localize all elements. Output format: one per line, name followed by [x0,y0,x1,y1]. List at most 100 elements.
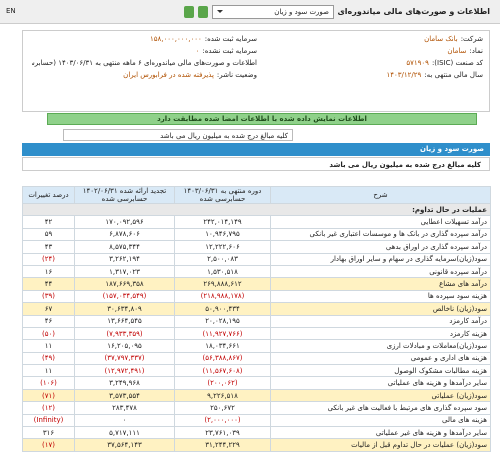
cell: (۴۹) [22,351,75,366]
language-toggle[interactable]: EN [6,7,16,15]
info-column: سرمایه ثبت شده:۱۵۸,۰۰۰,۰۰۰,۰۰۰ سرمایه ثبت… [32,35,257,83]
cell: ۲۴۲,۰۱۴,۱۴۹ [174,215,271,229]
cell: ۳۷,۵۶۴,۱۴۳ [74,438,175,452]
row-label: هزینه های اداری و عمومی [270,351,491,366]
row-label: سود(زیان) عملیاتی [270,388,491,403]
cell: ۰ [74,413,175,428]
cell: ۳۱,۲۴۴,۲۲۹ [174,438,271,452]
row-label: هزینه کارمزد [270,326,491,341]
cell: (۱۲) [22,401,75,415]
cell: ۳,۲۴۹,۹۶۸ [74,376,175,390]
table-row: سود(زیان) عملیاتی ۹,۲۲۶,۵۱۸ ۳,۵۷۳,۵۵۴ (۷۱) [22,388,491,403]
table-row: هزینه های مالی (۲,۰۰۰,۰۰۰) ۰ (Infinity) [22,413,491,428]
cell: (۷۱) [22,388,75,403]
match-notice: اطلاعات نمایش داده شده با اطلاعات امضا ش… [47,113,477,125]
field-value: ۱۴۰۳/۱۲/۲۹ [386,71,422,79]
row-label: سود(زیان) عملیات در حال تداوم قبل از مال… [270,438,491,452]
column-title: دوره منتهی به ۱۴۰۳/۰۶/۳۱ [183,187,262,196]
row-label: درآمد های مشاع [270,277,491,291]
row-label: درآمد تسهیلات اعطایی [270,215,491,229]
cell: (۳۹) [22,289,75,304]
row-label: درآمد سپرده گذاری در بانک ها و موسسات اع… [270,227,491,242]
cell: (۱۱,۹۲۷,۷۶۶) [174,326,271,341]
cell: ۹,۲۲۶,۵۱۸ [174,388,271,403]
column-header: شرح [270,186,491,204]
table-row: هزینه کارمزد (۱۱,۹۲۷,۷۶۶) (۷,۹۳۳,۳۵۹) (۵۰) [22,326,491,341]
column-header: تجدید ارائه شده ۱۴۰۲/۰۶/۳۱ حسابرسی شده [74,186,175,204]
cell: ۳۱۶ [22,426,75,440]
row-label: سایر درآمدها و هزینه های عملیاتی [270,376,491,390]
column-status: حسابرسی شده [101,195,148,203]
cell: ۲۶۹,۸۸۸,۶۱۲ [174,277,271,291]
cell: ۱۶ [22,264,75,279]
column-title: درصد تغییرات [28,191,69,199]
cell: ۱۱ [22,364,75,378]
column-title: تجدید ارائه شده ۱۴۰۲/۰۶/۳۱ [82,187,167,196]
info-field: کد صنعت (ISIC):۵۷۱۹۰۹ [258,59,483,71]
cell: ۱,۳۱۷,۰۲۳ [74,264,175,279]
cell: ۱۸,۰۳۴,۶۶۱ [174,339,271,353]
info-field: اطلاعات و صورت‌های مالی میاندوره‌ای ۶ ما… [32,59,257,71]
table-row: سایر درآمدها و هزینه های عملیاتی (۲۰۰,۰۶۲… [22,376,491,390]
table-row: هزینه سود سپرده ها (۲۱۸,۹۸۸,۱۷۸) (۱۵۷,۰۳۴,… [22,289,491,304]
info-field: نماد:سامان [258,47,483,59]
cell: ۳,۵۷۳,۵۵۴ [74,388,175,403]
cell: (۱۲,۹۷۲,۴۹۱) [74,364,175,378]
table-row: درآمد تسهیلات اعطایی ۲۴۲,۰۱۴,۱۴۹ ۱۷۰,۰۹۲,۵… [22,215,491,229]
table-row: هزینه مطالبات مشکوک الوصول (۱۱,۵۶۷,۶۰۸) (۱… [22,364,491,378]
field-label: سرمایه ثبت نشده: [202,47,257,55]
table-row: درآمد های مشاع ۲۶۹,۸۸۸,۶۱۲ ۱۸۷,۶۶۹,۳۵۸ ۴۴ [22,277,491,291]
info-field: وضعیت ناشر:پذیرفته شده در فرابورس ایران [32,71,257,83]
cell: ۴۲ [22,215,75,229]
cell: (۲۱۸,۹۸۸,۱۷۸) [174,289,271,304]
cell: (۲,۰۰۰,۰۰۰) [174,413,271,428]
table-row: درآمد سپرده گذاری در بانک ها و موسسات اع… [22,227,491,242]
cell: ۳,۲۶۲,۱۹۴ [74,252,175,266]
row-label: هزینه مطالبات مشکوک الوصول [270,364,491,378]
table-row: سود(زیان)معاملات و مبادلات ارزی ۱۸,۰۳۴,۶۶… [22,339,491,353]
cell: (۲۰۰,۰۶۲) [174,376,271,390]
info-field: سرمایه ثبت نشده:۰ [32,47,257,59]
cell: ۱۶,۲۰۵,۰۹۵ [74,339,175,353]
cell: ۵۰,۹۰۰,۴۳۴ [174,302,271,316]
cell: ۸,۵۷۵,۳۴۴ [74,240,175,254]
field-value: پذیرفته شده در فرابورس ایران [123,71,214,79]
cell: ۱۰,۹۴۶,۷۹۵ [174,227,271,242]
cell: (۱۵۷,۰۳۴,۵۴۹) [74,289,175,304]
cell: ۴۳ [22,240,75,254]
row-label: هزینه های مالی [270,413,491,428]
column-status: حسابرسی شده [199,195,246,203]
column-header: دوره منتهی به ۱۴۰۳/۰۶/۳۱ حسابرسی شده [174,186,271,204]
cell: ۱۸۷,۶۶۹,۳۵۸ [74,277,175,291]
cell: (۲۴) [22,252,75,266]
page-title: اطلاعات و صورت‌های مالی میاندوره‌ای [337,7,490,16]
row-label: هزینه سود سپرده ها [270,289,491,304]
field-value: ۱۵۸,۰۰۰,۰۰۰,۰۰۰ [149,35,202,43]
cell: (۵۰) [22,326,75,341]
field-value: ۵۷۱۹۰۹ [406,59,429,67]
info-field: سال مالی منتهی به:۱۴۰۳/۱۲/۲۹ [258,71,483,83]
field-label: سال مالی منتهی به: [424,71,483,79]
top-bar: EN صورت سود و زیان اطلاعات و صورت‌های ما… [0,0,500,24]
row-label: سود(زیان) ناخالص [270,302,491,316]
cell: ۱,۵۳۰,۵۱۸ [174,264,271,279]
company-info: شرکت:بانک سامان نماد:سامان کد صنعت (ISIC):… [22,30,490,141]
report-select[interactable]: صورت سود و زیان [212,5,334,19]
table-row: سود(زیان) عملیات در حال تداوم قبل از مال… [22,438,491,452]
table-row: سایر درآمدها و هزینه های غیر عملیاتی ۲۳,۷… [22,426,491,440]
table-row: هزینه های اداری و عمومی (۵۶,۳۸۸,۸۶۷) (۳۷,۷… [22,351,491,366]
cell: (۵۶,۳۸۸,۸۶۷) [174,351,271,366]
cell: ۱۳,۶۶۴,۵۴۵ [74,314,175,328]
cell: (۱۱,۵۶۷,۶۰۸) [174,364,271,378]
field-label: شرکت: [460,35,483,43]
table-row: درآمد کارمزد ۲۰,۰۲۸,۱۹۵ ۱۳,۶۶۴,۵۴۵ ۴۶ [22,314,491,328]
next-button[interactable] [198,6,208,18]
prev-button[interactable] [184,6,194,18]
row-label: درآمد سپرده قانونی [270,264,491,279]
cell: (۱۰۶) [22,376,75,390]
field-label: سرمایه ثبت شده: [204,35,257,43]
table-row: سود سپرده گذاری های مرتبط با فعالیت های … [22,401,491,415]
cell: ۴۴ [22,277,75,291]
field-value: ۰ [195,47,200,55]
